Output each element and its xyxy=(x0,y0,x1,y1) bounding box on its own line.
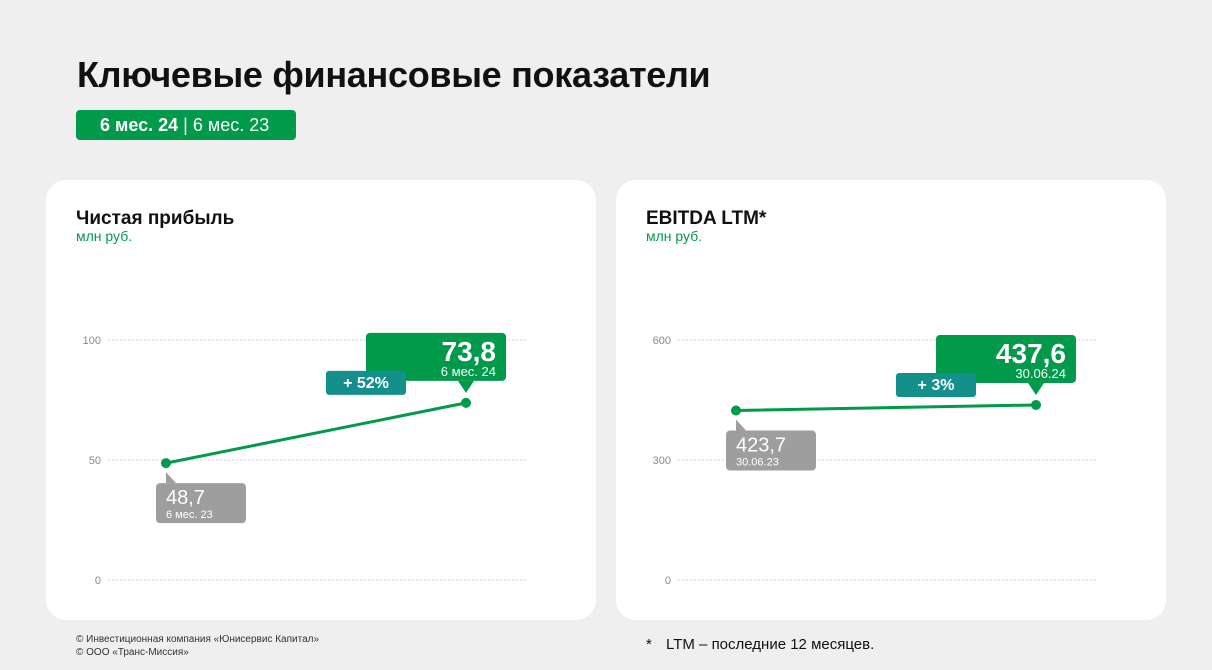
current-value-label: 437,6 xyxy=(996,338,1066,369)
change-label: + 3% xyxy=(918,377,955,394)
data-point xyxy=(1031,399,1041,410)
data-point xyxy=(461,397,471,408)
callout-pointer xyxy=(458,380,474,393)
change-badge xyxy=(326,370,406,395)
previous-period-label: 30.06.23 xyxy=(736,457,779,469)
current-period-label: 30.06.24 xyxy=(1015,366,1066,381)
previous-value-label: 423,7 xyxy=(736,435,786,457)
change-badge xyxy=(896,372,976,397)
footer-note: * LTM – последние 12 месяцев. xyxy=(646,636,874,653)
page-title: Ключевые финансовые показатели xyxy=(77,54,711,95)
y-tick-label: 50 xyxy=(89,455,101,467)
change-label: + 52% xyxy=(343,375,389,392)
current-period-label: 6 мес. 24 xyxy=(441,364,496,379)
series-line xyxy=(164,401,468,465)
y-tick-label: 100 xyxy=(83,335,101,347)
callout-pointer xyxy=(1028,382,1044,395)
period-previous: 6 мес. 23 xyxy=(192,115,270,135)
current-value-label: 73,8 xyxy=(442,336,497,367)
callout-pointer xyxy=(736,419,746,431)
period-current: 6 мес. 24 xyxy=(100,115,179,135)
ebitda-chart: 0 300 600 423,730.06.23 437,630.06.24 + 3% xyxy=(653,334,1098,587)
y-tick-label: 600 xyxy=(653,335,671,347)
copyright-line: © ООО «Транс-Миссия» xyxy=(76,647,189,658)
net-profit-card: Чистая прибыль млн руб. 0 50 100 48,7 6 мес.… xyxy=(46,180,596,620)
chart-unit: млн руб. xyxy=(76,228,133,244)
period-badge: 6 мес. 24 | 6 мес. 23 xyxy=(76,110,296,140)
chart-unit: млн руб. xyxy=(646,228,703,244)
y-tick-label: 0 xyxy=(95,575,101,587)
current-value-callout xyxy=(366,332,506,381)
series-line xyxy=(734,403,1038,413)
period-separator: | xyxy=(178,115,193,135)
previous-value-label: 48,7 xyxy=(166,487,205,509)
data-point xyxy=(731,405,741,416)
chart-title: EBITDA LTM* xyxy=(646,208,767,229)
note-text: LTM – последние 12 месяцев. xyxy=(666,636,875,653)
data-point xyxy=(161,458,171,469)
footer-copyright: © Инвестиционная компания «Юнисервис Кап… xyxy=(76,633,319,659)
ebitda-card: EBITDA LTM* млн руб. 0 300 600 423,7 30.06.2… xyxy=(616,180,1166,620)
previous-period-label: 6 мес. 23 xyxy=(166,509,213,521)
previous-value-callout xyxy=(726,430,816,471)
previous-value-callout xyxy=(156,483,246,524)
chart-title: Чистая прибыль xyxy=(76,208,235,229)
callout-pointer xyxy=(166,472,176,484)
copyright-line: © Инвестиционная компания «Юнисервис Кап… xyxy=(76,634,320,645)
net-profit-chart: 0 50 100 48,76 мес. 23 73,86 мес. 24 + 52% xyxy=(83,332,528,587)
y-tick-label: 300 xyxy=(653,455,671,467)
note-mark: * xyxy=(646,636,652,653)
current-value-callout xyxy=(936,334,1076,383)
y-tick-label: 0 xyxy=(665,575,671,587)
